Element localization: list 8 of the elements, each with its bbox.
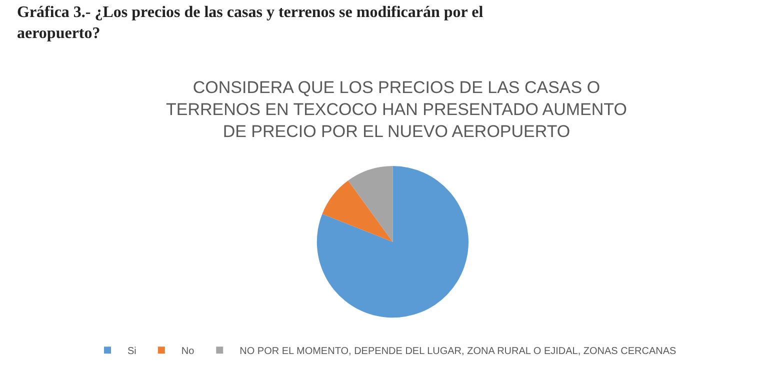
chart-title: Gráfica 3.- ¿Los precios de las casas y terrenos se modificarán por el aeropuerto?	[17, 4, 484, 42]
pie-slice	[322, 180, 393, 242]
legend-label: Si	[128, 346, 136, 358]
pie-slice	[348, 166, 393, 242]
chart-subtitle: CONSIDERA QUE LOS PRECIOS DE LAS CASAS O TERRENOS EN TEXCOCO HAN PRESENTADO AUMENTO DE PRECIO POR EL NUEVO AEROPUERTO	[166, 78, 627, 142]
legend-label: No	[181, 346, 195, 358]
legend-label: NO POR EL MOMENTO, DEPENDE DEL LUGAR, ZONA RURAL O EJIDAL, ZONAS CERCANAS	[240, 346, 677, 358]
pie-slice	[316, 166, 468, 318]
